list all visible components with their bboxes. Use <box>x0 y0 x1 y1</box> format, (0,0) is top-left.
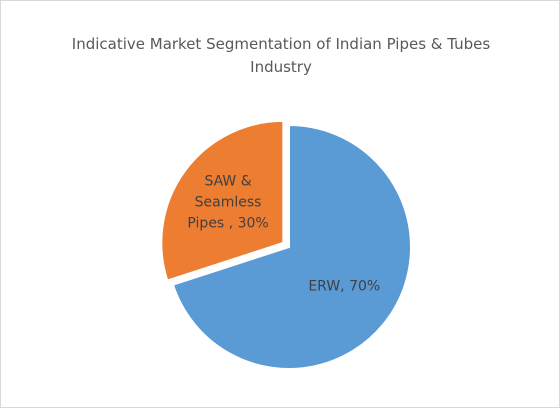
chart-title: Indicative Market Segmentation of Indian… <box>71 35 491 76</box>
data-label: SAW & Seamless Pipes , 30% <box>187 173 269 232</box>
pie-slice <box>171 123 412 370</box>
data-label: ERW, 70% <box>308 278 381 295</box>
pie-slice <box>160 119 285 282</box>
